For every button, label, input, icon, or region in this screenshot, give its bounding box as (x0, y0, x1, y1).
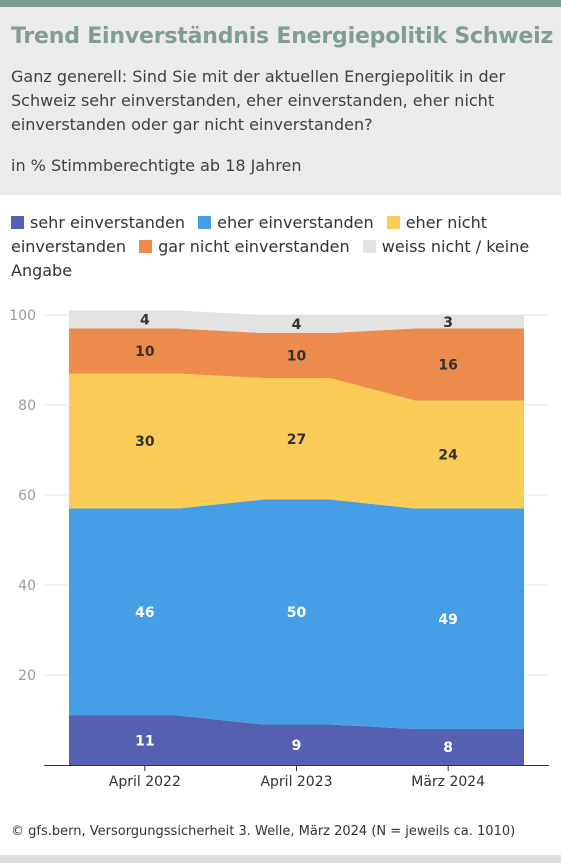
area-eher-einverstanden (69, 499, 524, 729)
header-panel (0, 7, 561, 195)
area-weiss-nicht-keine-angabe (69, 310, 524, 333)
data-label: 27 (287, 432, 306, 448)
legend-item-0: sehr einverstanden (11, 213, 193, 232)
legend-label: eher nicht einverstanden (11, 213, 487, 256)
chart-subtitle: in % Stimmberechtigte ab 18 Jahren (11, 156, 302, 175)
legend-swatch (139, 240, 153, 253)
legend-label: weiss nicht / keine Angabe (11, 237, 530, 280)
data-label: 10 (135, 344, 155, 360)
data-label: 11 (135, 733, 154, 749)
data-label: 46 (135, 605, 154, 621)
area-gar-nicht-einverstanden (69, 328, 524, 401)
legend-swatch (11, 216, 24, 229)
survey-question: Ganz generell: Sind Sie mit der aktuelle… (11, 67, 506, 134)
y-tick-label: 20 (18, 668, 36, 684)
x-tick-label: April 2022 (109, 774, 181, 790)
top-accent-bar (0, 0, 561, 7)
legend-item-1: eher einverstanden (198, 213, 382, 232)
stacked-area-chart: 20 40 60 80 100 11 9 8 46 50 49 30 27 24 10 10 16 4 4 3 Apri… (9, 308, 549, 790)
data-label: 8 (443, 740, 453, 756)
data-label: 4 (140, 313, 150, 329)
legend-item-3: gar nicht einverstanden (139, 237, 358, 256)
bottom-bar (0, 855, 561, 863)
y-tick-label: 100 (9, 308, 36, 324)
x-tick-label: April 2023 (260, 774, 332, 790)
data-label: 30 (135, 434, 155, 450)
data-label: 4 (292, 317, 302, 333)
legend-swatch (362, 240, 376, 253)
data-label: 10 (287, 349, 307, 365)
data-label: 16 (438, 358, 457, 374)
legend-label: gar nicht einverstanden (158, 237, 350, 256)
chart-legend: sehr einverstanden eher einverstanden eh… (11, 211, 551, 283)
legend-label: sehr einverstanden (30, 213, 185, 232)
y-tick-label: 80 (18, 398, 36, 414)
source-note: © gfs.bern, Versorgungssicherheit 3. Wel… (11, 824, 516, 839)
legend-swatch (198, 216, 212, 229)
chart-title: Trend Einverständnis Energiepolitik Schw… (11, 24, 554, 49)
area-sehr-einverstanden (69, 715, 524, 765)
y-tick-label: 60 (18, 488, 36, 504)
data-label: 49 (438, 612, 457, 628)
data-label: 24 (438, 448, 458, 464)
data-label: 9 (292, 738, 302, 754)
legend-swatch (386, 216, 400, 229)
data-label: 3 (443, 315, 453, 331)
data-label: 50 (287, 605, 307, 621)
legend-item-4: weiss nicht / keine Angabe (11, 237, 529, 280)
y-tick-label: 40 (18, 578, 36, 594)
legend-item-2: eher nicht einverstanden (11, 213, 487, 256)
legend-label: eher einverstanden (217, 213, 374, 232)
area-eher-nicht-einverstanden (69, 373, 524, 509)
x-tick-label: März 2024 (411, 774, 485, 790)
